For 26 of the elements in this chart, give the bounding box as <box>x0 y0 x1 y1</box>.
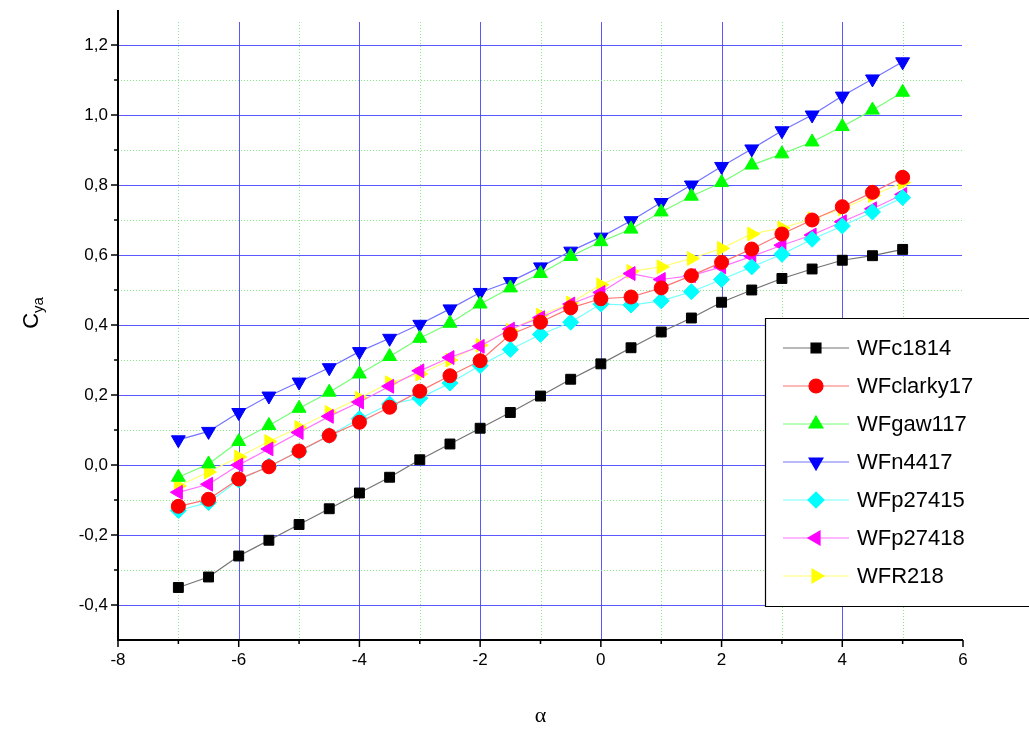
x-tick-label: 0 <box>596 650 606 670</box>
y-tick-label: 0,4 <box>84 314 108 334</box>
x-tick-label: -6 <box>231 650 247 670</box>
legend-label: WFgaw117 <box>857 411 967 437</box>
legend-label: WFp27415 <box>857 487 965 513</box>
y-axis-title: Cya <box>18 296 47 329</box>
y-tick-label: 1,2 <box>84 34 108 54</box>
legend-label: WFn4417 <box>857 449 953 475</box>
x-tick-label: 2 <box>716 650 727 670</box>
y-tick-label: -0,4 <box>78 594 108 614</box>
y-tick-label: 1,0 <box>84 104 108 124</box>
x-tick-label: -2 <box>472 650 488 670</box>
x-tick-label: -8 <box>110 650 126 670</box>
legend-label: WFclarky17 <box>857 373 974 399</box>
y-tick-label: 0,0 <box>84 454 108 474</box>
x-tick-label: 4 <box>837 650 848 670</box>
x-tick-label: 6 <box>958 650 968 670</box>
legend-label: WFp27418 <box>857 525 965 551</box>
y-tick-label: -0,2 <box>78 524 108 544</box>
y-tick-label: 0,6 <box>84 244 108 264</box>
y-tick-label: 0,8 <box>84 174 108 194</box>
x-tick-label: -4 <box>351 650 367 670</box>
y-tick-label: 0,2 <box>84 384 108 404</box>
legend-label: WFR218 <box>857 563 944 589</box>
x-axis-title: α <box>534 701 547 727</box>
legend-label: WFc1814 <box>857 335 952 361</box>
